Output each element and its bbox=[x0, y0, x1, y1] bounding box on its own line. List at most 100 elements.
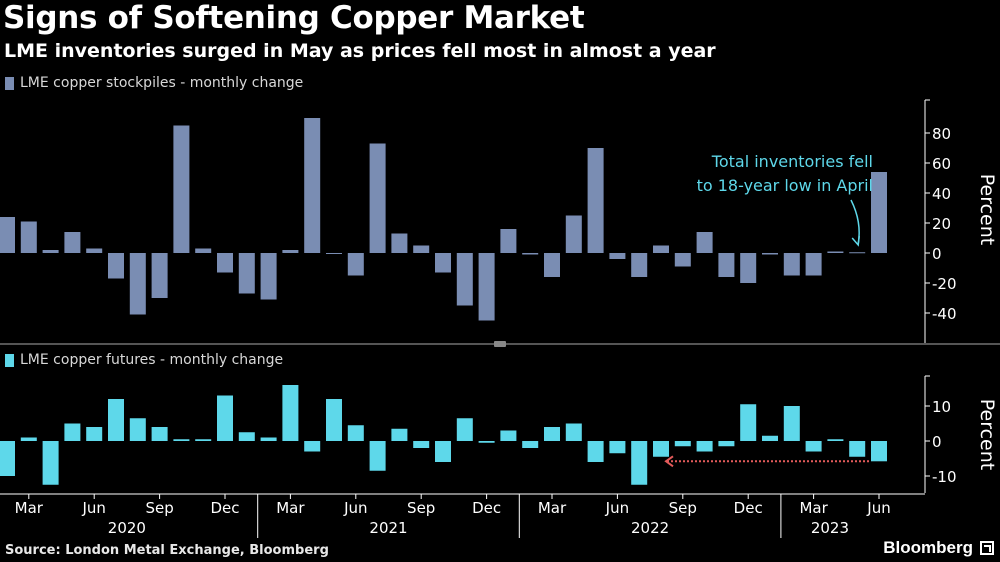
stockpiles-tick-label--20: -20 bbox=[932, 275, 957, 293]
bar-futures-2023-04 bbox=[849, 441, 866, 457]
bar-futures-2022-03 bbox=[565, 423, 582, 441]
x-year-label: 2022 bbox=[631, 519, 669, 537]
x-month-label: Jun bbox=[343, 499, 367, 517]
x-month-label: Mar bbox=[15, 499, 44, 517]
bar-futures-2021-11 bbox=[478, 441, 495, 443]
bar-futures-2022-04 bbox=[587, 441, 604, 462]
bar-stockpiles-2020-01 bbox=[0, 217, 15, 253]
bar-stockpiles-2020-11 bbox=[217, 253, 233, 273]
expand-icon bbox=[980, 541, 994, 555]
bar-futures-2022-01 bbox=[522, 441, 539, 448]
bar-stockpiles-2022-07 bbox=[653, 245, 669, 253]
x-month-label: Jun bbox=[81, 499, 105, 517]
stockpiles-ylabel: Percent bbox=[976, 174, 998, 246]
x-month-label: Jun bbox=[605, 499, 629, 517]
source-note: Source: London Metal Exchange, Bloomberg bbox=[5, 543, 329, 558]
bloomberg-logo: Bloomberg bbox=[883, 538, 973, 557]
bar-futures-2022-06 bbox=[631, 441, 648, 485]
futures-panel: -10 0 10 Percent bbox=[0, 375, 998, 493]
bar-futures-2021-05 bbox=[347, 425, 364, 441]
bar-stockpiles-2022-03 bbox=[565, 215, 582, 253]
futures-ylabel: Percent bbox=[976, 399, 998, 471]
x-month-label: Mar bbox=[799, 499, 828, 517]
chart-title: Signs of Softening Copper Market bbox=[3, 0, 585, 36]
bar-stockpiles-2020-03 bbox=[42, 250, 59, 253]
bar-stockpiles-2022-11 bbox=[740, 253, 757, 283]
bar-stockpiles-2023-01 bbox=[783, 253, 800, 276]
bar-futures-2020-09 bbox=[173, 439, 190, 441]
bar-stockpiles-2021-05 bbox=[347, 253, 364, 276]
bar-futures-2022-12 bbox=[762, 435, 778, 441]
legend-futures: LME copper futures - monthly change bbox=[5, 352, 283, 368]
x-year-label: 2023 bbox=[811, 519, 849, 537]
x-month-label: Sep bbox=[407, 499, 435, 517]
bar-futures-2023-01 bbox=[783, 406, 800, 441]
bar-futures-2020-07 bbox=[129, 418, 146, 441]
bar-stockpiles-2022-09 bbox=[696, 232, 713, 253]
stockpiles-tick-label-80: 80 bbox=[932, 125, 951, 143]
bar-futures-2021-04 bbox=[326, 399, 342, 441]
bar-stockpiles-2020-12 bbox=[238, 253, 255, 294]
legend-label-stockpiles: LME copper stockpiles - monthly change bbox=[20, 75, 304, 91]
bar-futures-2022-07 bbox=[653, 441, 669, 457]
bar-futures-2020-06 bbox=[108, 399, 124, 441]
stockpiles-panel: -40 -20 0 20 40 60 80 Percent bbox=[0, 99, 998, 343]
bar-stockpiles-2021-12 bbox=[500, 229, 517, 253]
bar-stockpiles-2022-10 bbox=[718, 253, 735, 277]
bar-stockpiles-2021-01 bbox=[260, 253, 277, 300]
x-month-label: Sep bbox=[669, 499, 697, 517]
futures-tick-label--10: -10 bbox=[932, 468, 957, 486]
reference-arrowhead bbox=[664, 455, 674, 468]
bar-futures-2022-05 bbox=[609, 441, 626, 454]
bar-futures-2022-11 bbox=[740, 404, 757, 441]
legend-label-futures: LME copper futures - monthly change bbox=[20, 352, 284, 368]
bar-futures-2020-05 bbox=[86, 427, 103, 441]
x-year-label: 2020 bbox=[108, 519, 146, 537]
bar-futures-2021-08 bbox=[413, 441, 430, 448]
bar-stockpiles-2022-12 bbox=[762, 253, 778, 255]
bar-stockpiles-2021-02 bbox=[282, 250, 299, 253]
bar-stockpiles-2021-09 bbox=[435, 253, 451, 273]
bar-futures-2021-02 bbox=[282, 385, 299, 441]
chart-subtitle: LME inventories surged in May as prices … bbox=[4, 40, 716, 62]
bar-futures-2020-02 bbox=[20, 437, 37, 441]
bar-futures-2020-08 bbox=[151, 427, 168, 441]
panel-divider-handle bbox=[494, 341, 506, 347]
annotation-arrowhead bbox=[851, 235, 860, 247]
bar-stockpiles-2020-07 bbox=[129, 253, 146, 315]
bar-stockpiles-2023-02 bbox=[805, 253, 822, 276]
bar-stockpiles-2023-04 bbox=[849, 252, 866, 254]
bar-futures-2022-02 bbox=[544, 427, 560, 441]
stockpiles-tick-label-60: 60 bbox=[932, 155, 951, 173]
bar-futures-2020-01 bbox=[0, 441, 15, 476]
bar-stockpiles-2020-08 bbox=[151, 253, 168, 298]
bar-futures-2021-03 bbox=[304, 441, 321, 452]
stockpiles-tick-label-0: 0 bbox=[932, 245, 942, 263]
bar-stockpiles-2022-04 bbox=[587, 148, 604, 253]
stockpiles-tick-label--40: -40 bbox=[932, 305, 957, 323]
x-axis: Mar Jun Sep Dec Mar Jun Sep Dec Mar Jun Sep Dec Mar J… bbox=[0, 341, 1000, 538]
futures-tick-label-10: 10 bbox=[932, 398, 951, 416]
x-year-label: 2021 bbox=[369, 519, 407, 537]
bar-stockpiles-2022-05 bbox=[609, 253, 626, 259]
bar-futures-2021-10 bbox=[456, 418, 473, 441]
bar-stockpiles-2022-08 bbox=[674, 253, 691, 267]
bar-futures-2021-07 bbox=[391, 428, 408, 441]
legend-stockpiles: LME copper stockpiles - monthly change bbox=[5, 75, 303, 91]
legend-swatch-futures bbox=[5, 353, 14, 367]
annotation-group: Total inventories fell to 18-year low in … bbox=[697, 152, 873, 247]
bar-futures-2021-01 bbox=[260, 437, 277, 441]
x-month-label: Dec bbox=[210, 499, 239, 517]
bar-stockpiles-2023-05 bbox=[871, 172, 887, 253]
bar-futures-2022-08 bbox=[674, 441, 691, 447]
bar-futures-2020-04 bbox=[64, 423, 81, 441]
x-month-label: Sep bbox=[145, 499, 173, 517]
futures-tick-label-0: 0 bbox=[932, 433, 942, 451]
bar-stockpiles-2022-02 bbox=[544, 253, 560, 277]
bar-stockpiles-2021-07 bbox=[391, 233, 408, 253]
bar-stockpiles-2020-06 bbox=[108, 253, 124, 279]
bar-stockpiles-2021-04 bbox=[326, 253, 342, 254]
x-month-label: Mar bbox=[276, 499, 305, 517]
bar-stockpiles-2021-06 bbox=[369, 143, 386, 253]
